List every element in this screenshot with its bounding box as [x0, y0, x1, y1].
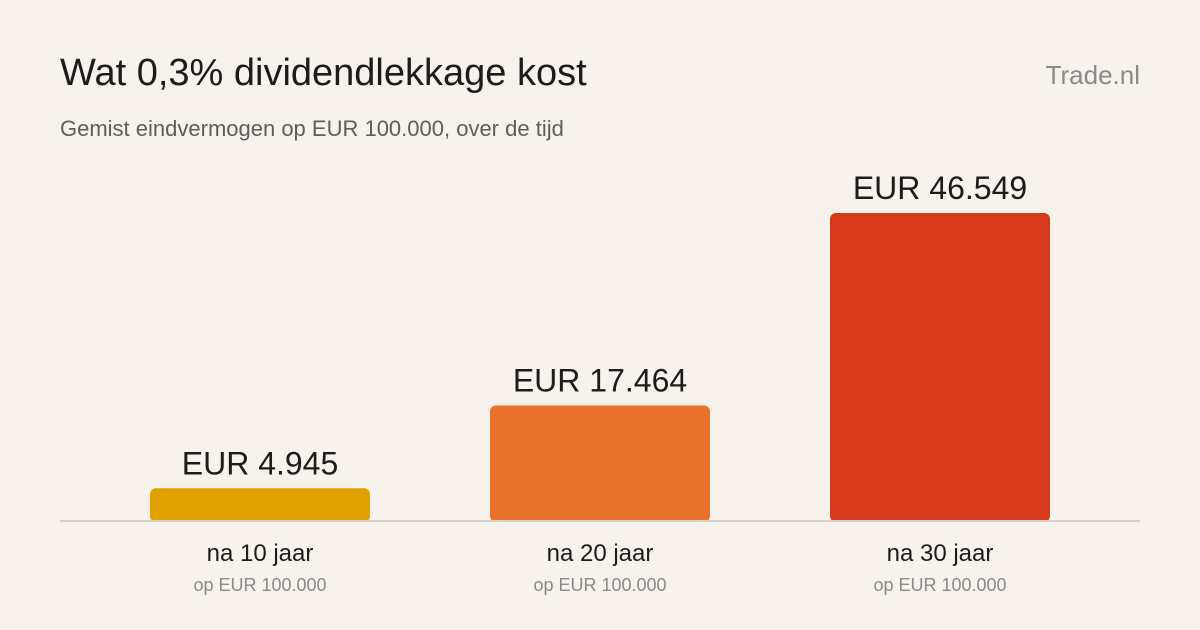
- brand-logo: Trade.nl: [1045, 60, 1140, 90]
- bars-group: [150, 213, 1050, 522]
- chart-title: Wat 0,3% dividendlekkage kost: [60, 52, 587, 94]
- chart-subtitle: Gemist eindvermogen op EUR 100.000, over…: [60, 116, 564, 141]
- category-label-2: na 20 jaar: [547, 540, 654, 567]
- value-label-1: EUR 4.945: [182, 445, 339, 481]
- labels-group: EUR 4.945 na 10 jaar op EUR 100.000 EUR 17.…: [182, 170, 1027, 595]
- category-label-1: na 10 jaar: [207, 540, 314, 567]
- category-sublabel-1: op EUR 100.000: [193, 575, 326, 595]
- value-label-2: EUR 17.464: [513, 362, 687, 398]
- bar-1: [150, 488, 370, 522]
- bar-2: [490, 405, 710, 522]
- category-sublabel-2: op EUR 100.000: [533, 575, 666, 595]
- value-label-3: EUR 46.549: [853, 170, 1027, 206]
- bar-3: [830, 213, 1050, 522]
- category-sublabel-3: op EUR 100.000: [873, 575, 1006, 595]
- category-label-3: na 30 jaar: [887, 540, 994, 567]
